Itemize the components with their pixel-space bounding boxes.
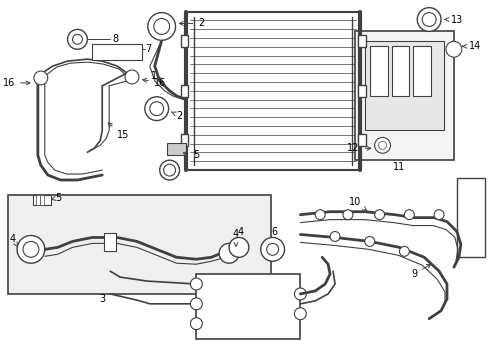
Text: 16: 16 (3, 78, 30, 88)
Bar (412, 46, 430, 96)
Bar (357, 35, 365, 47)
Circle shape (399, 246, 408, 256)
Circle shape (433, 210, 443, 220)
Circle shape (294, 308, 305, 320)
Text: 10: 10 (348, 197, 366, 210)
Circle shape (374, 210, 384, 220)
Circle shape (34, 71, 48, 85)
Bar (104, 234, 116, 251)
Circle shape (153, 18, 169, 34)
Text: 9: 9 (410, 264, 430, 279)
Text: 15: 15 (108, 123, 129, 140)
Circle shape (266, 243, 278, 255)
Circle shape (190, 318, 202, 330)
Bar (196, 274, 300, 338)
Bar (456, 178, 484, 257)
Circle shape (228, 238, 248, 257)
Circle shape (219, 243, 239, 263)
Circle shape (445, 41, 461, 57)
Bar (92, 44, 142, 60)
Bar (186, 12, 359, 170)
Bar (180, 35, 188, 47)
Circle shape (147, 13, 175, 40)
Text: 8: 8 (112, 34, 118, 44)
Circle shape (404, 210, 413, 220)
Bar (357, 134, 365, 146)
Bar (40, 195, 44, 205)
Circle shape (315, 210, 325, 220)
Text: 2: 2 (171, 111, 183, 121)
Circle shape (144, 97, 168, 121)
Bar (180, 85, 188, 97)
Circle shape (23, 242, 39, 257)
Text: 2: 2 (179, 18, 204, 28)
Text: 12: 12 (347, 143, 370, 153)
Circle shape (364, 237, 374, 246)
Bar (354, 31, 453, 160)
Circle shape (149, 102, 163, 116)
Circle shape (421, 13, 435, 26)
Text: 1: 1 (150, 71, 162, 81)
Circle shape (190, 278, 202, 290)
Bar (8, 195, 270, 294)
Circle shape (294, 288, 305, 300)
Text: 4: 4 (10, 234, 18, 247)
Circle shape (125, 70, 139, 84)
Text: 4: 4 (237, 226, 244, 237)
Text: 5: 5 (183, 150, 199, 160)
Bar (180, 134, 188, 146)
Bar (369, 46, 387, 96)
Bar (36, 195, 40, 205)
Text: 11: 11 (392, 162, 405, 172)
Bar (391, 46, 408, 96)
Text: 3: 3 (99, 294, 105, 304)
Circle shape (67, 30, 87, 49)
Circle shape (374, 138, 390, 153)
Bar (364, 41, 443, 130)
Circle shape (416, 8, 440, 31)
Text: 7: 7 (144, 44, 151, 54)
Circle shape (17, 235, 45, 263)
Bar (166, 143, 186, 155)
Circle shape (329, 231, 339, 242)
Circle shape (190, 298, 202, 310)
Bar (33, 195, 51, 205)
Circle shape (260, 238, 284, 261)
Bar (357, 85, 365, 97)
Text: 16: 16 (142, 78, 165, 88)
Circle shape (160, 160, 179, 180)
Text: 14: 14 (462, 41, 480, 51)
Text: 4: 4 (232, 229, 239, 246)
Circle shape (163, 164, 175, 176)
Circle shape (72, 34, 82, 44)
Text: 13: 13 (444, 14, 462, 24)
Circle shape (378, 141, 386, 149)
Circle shape (342, 210, 352, 220)
Text: 5: 5 (51, 193, 61, 203)
Text: 6: 6 (271, 226, 277, 237)
